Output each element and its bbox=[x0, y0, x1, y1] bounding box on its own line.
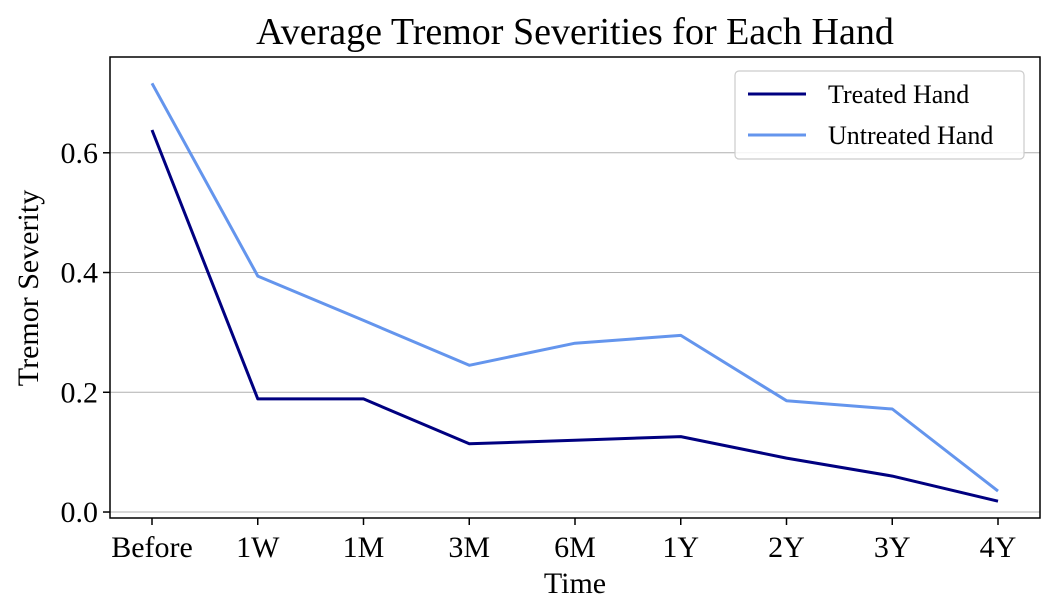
x-tick-label: 1W bbox=[236, 531, 280, 564]
legend-label: Untreated Hand bbox=[828, 121, 993, 150]
legend: Treated Hand Untreated Hand bbox=[734, 70, 1025, 160]
y-tick-label: 0.2 bbox=[61, 376, 99, 409]
x-tick-label: Before bbox=[111, 531, 193, 564]
y-axis-label: Tremor Severity bbox=[12, 190, 45, 386]
y-tick-label: 0.4 bbox=[61, 257, 99, 290]
x-axis-label: Time bbox=[544, 567, 606, 600]
y-axis: 0.0 0.2 0.4 0.6 bbox=[61, 137, 110, 529]
legend-box bbox=[734, 70, 1025, 160]
x-tick-label: 2Y bbox=[768, 531, 805, 564]
legend-label: Treated Hand bbox=[828, 80, 969, 109]
series-line-treated-hand bbox=[150, 129, 999, 503]
series-line-untreated-hand bbox=[150, 82, 999, 493]
grid-lines bbox=[110, 152, 1040, 513]
x-tick-label: 1M bbox=[343, 531, 385, 564]
y-tick-label: 0.0 bbox=[61, 496, 99, 529]
x-tick-label: 1Y bbox=[662, 531, 699, 564]
series-lines bbox=[150, 82, 999, 503]
x-tick-label: 3M bbox=[448, 531, 490, 564]
x-tick-label: 3Y bbox=[874, 531, 911, 564]
x-axis: Before 1W 1M 3M 6M 1Y 2Y 3Y 4Y bbox=[111, 518, 1016, 564]
x-tick-label: 6M bbox=[554, 531, 596, 564]
y-tick-label: 0.6 bbox=[61, 137, 99, 170]
chart-title: Average Tremor Severities for Each Hand bbox=[256, 11, 894, 53]
x-tick-label: 4Y bbox=[980, 531, 1017, 564]
